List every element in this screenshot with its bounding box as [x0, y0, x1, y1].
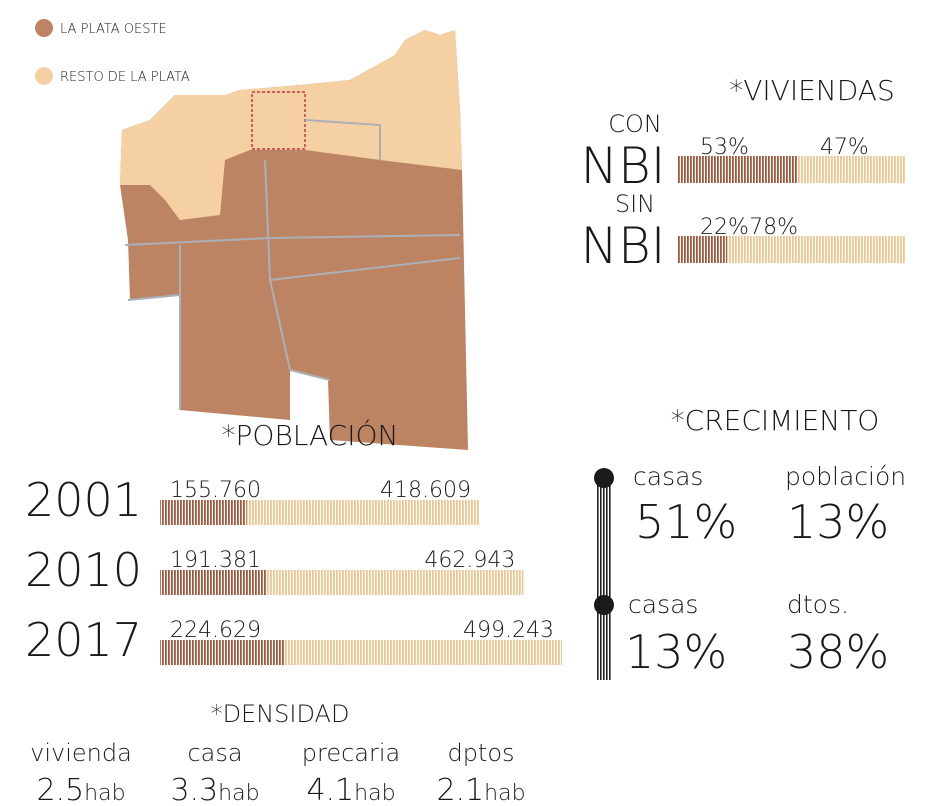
row-prefix: SIN: [615, 190, 655, 218]
value-label: 53%: [700, 135, 749, 160]
section-title: *CRECIMIENTO: [671, 404, 880, 437]
section-title: *DENSIDAD: [211, 700, 350, 728]
value-label: 499.243: [463, 618, 554, 643]
value-label: 462.943: [424, 548, 515, 573]
density-value: 4.1hab: [306, 773, 395, 806]
value-label: 191.381: [170, 548, 261, 573]
bar-segment: [160, 640, 285, 665]
bar-segment: [677, 156, 798, 183]
density-number: 4.1: [306, 773, 354, 806]
growth-label: casas: [628, 590, 698, 619]
value-label: 418.609: [380, 478, 471, 503]
density-value: 3.3hab: [170, 773, 259, 806]
timeline-dot: [594, 468, 614, 488]
growth-label: casas: [633, 462, 703, 491]
density-value: 2.5hab: [36, 773, 125, 806]
bar-segment: [727, 236, 905, 263]
growth-label: dtos.: [787, 590, 849, 619]
row-year: 2001: [25, 473, 142, 527]
density-number: 2.1: [436, 773, 484, 806]
density-label: precaria: [302, 739, 400, 767]
density-label: dptos: [447, 739, 514, 767]
legend-label: LA PLATA OESTE: [60, 22, 167, 37]
legend-label: RESTO DE LA PLATA: [60, 70, 190, 85]
bar-segment: [160, 570, 267, 595]
density-number: 3.3: [170, 773, 218, 806]
value-label: 47%: [820, 135, 869, 160]
bar-segment: [797, 156, 905, 183]
map: [120, 30, 468, 450]
map-resto: [120, 30, 462, 220]
bar-segment: [246, 500, 479, 525]
section-title: *VIVIENDAS: [729, 74, 894, 107]
growth-value: 13%: [787, 495, 889, 549]
density-label: casa: [187, 739, 242, 767]
growth-label: población: [785, 462, 906, 491]
timeline: [597, 480, 611, 680]
density-unit: hab: [354, 781, 395, 806]
value-label: 155.760: [170, 478, 261, 503]
row-year: 2010: [25, 543, 142, 597]
bar-segment: [677, 236, 728, 263]
density-unit: hab: [484, 781, 525, 806]
row-prefix: CON: [608, 110, 662, 138]
density-number: 2.5: [36, 773, 84, 806]
growth-value: 13%: [625, 625, 727, 679]
value-label: 22%: [700, 215, 749, 240]
timeline-dot: [594, 595, 614, 615]
bar-segment: [160, 500, 247, 525]
bar-segment: [266, 570, 524, 595]
growth-value: 38%: [787, 625, 889, 679]
map-streets: [124, 119, 461, 410]
density-unit: hab: [218, 781, 259, 806]
density-unit: hab: [84, 781, 125, 806]
value-label: 78%: [749, 215, 798, 240]
density-value: 2.1hab: [436, 773, 525, 806]
legend-swatch: [35, 19, 53, 37]
growth-value: 51%: [635, 495, 737, 549]
legend-swatch: [35, 67, 53, 85]
bar-segment: [284, 640, 562, 665]
value-label: 224.629: [170, 618, 261, 643]
density-label: vivienda: [30, 739, 132, 767]
row-year: 2017: [25, 613, 142, 667]
row-label: NBI: [581, 137, 666, 195]
section-title: *POBLACIÓN: [222, 418, 399, 452]
row-label: NBI: [581, 217, 666, 275]
